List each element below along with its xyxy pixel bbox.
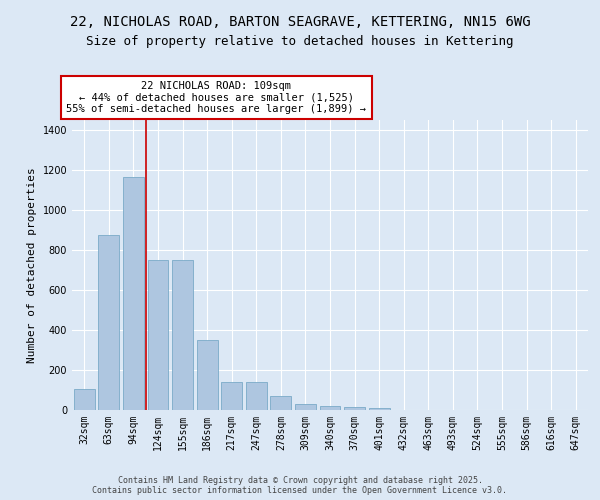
Bar [172, 260, 193, 410]
Bar [197, 340, 218, 410]
Bar [368, 408, 389, 410]
Bar [98, 235, 119, 410]
Text: 22 NICHOLAS ROAD: 109sqm
← 44% of detached houses are smaller (1,525)
55% of sem: 22 NICHOLAS ROAD: 109sqm ← 44% of detach… [67, 81, 367, 114]
Bar [320, 406, 340, 410]
Bar [74, 389, 95, 410]
Bar [295, 404, 316, 410]
Text: Size of property relative to detached houses in Kettering: Size of property relative to detached ho… [86, 35, 514, 48]
Y-axis label: Number of detached properties: Number of detached properties [27, 167, 37, 363]
Bar [123, 177, 144, 410]
Text: Contains HM Land Registry data © Crown copyright and database right 2025.
Contai: Contains HM Land Registry data © Crown c… [92, 476, 508, 495]
Bar [221, 382, 242, 410]
Text: 22, NICHOLAS ROAD, BARTON SEAGRAVE, KETTERING, NN15 6WG: 22, NICHOLAS ROAD, BARTON SEAGRAVE, KETT… [70, 15, 530, 29]
Bar [271, 396, 292, 410]
Bar [246, 382, 267, 410]
Bar [148, 260, 169, 410]
Bar [344, 407, 365, 410]
